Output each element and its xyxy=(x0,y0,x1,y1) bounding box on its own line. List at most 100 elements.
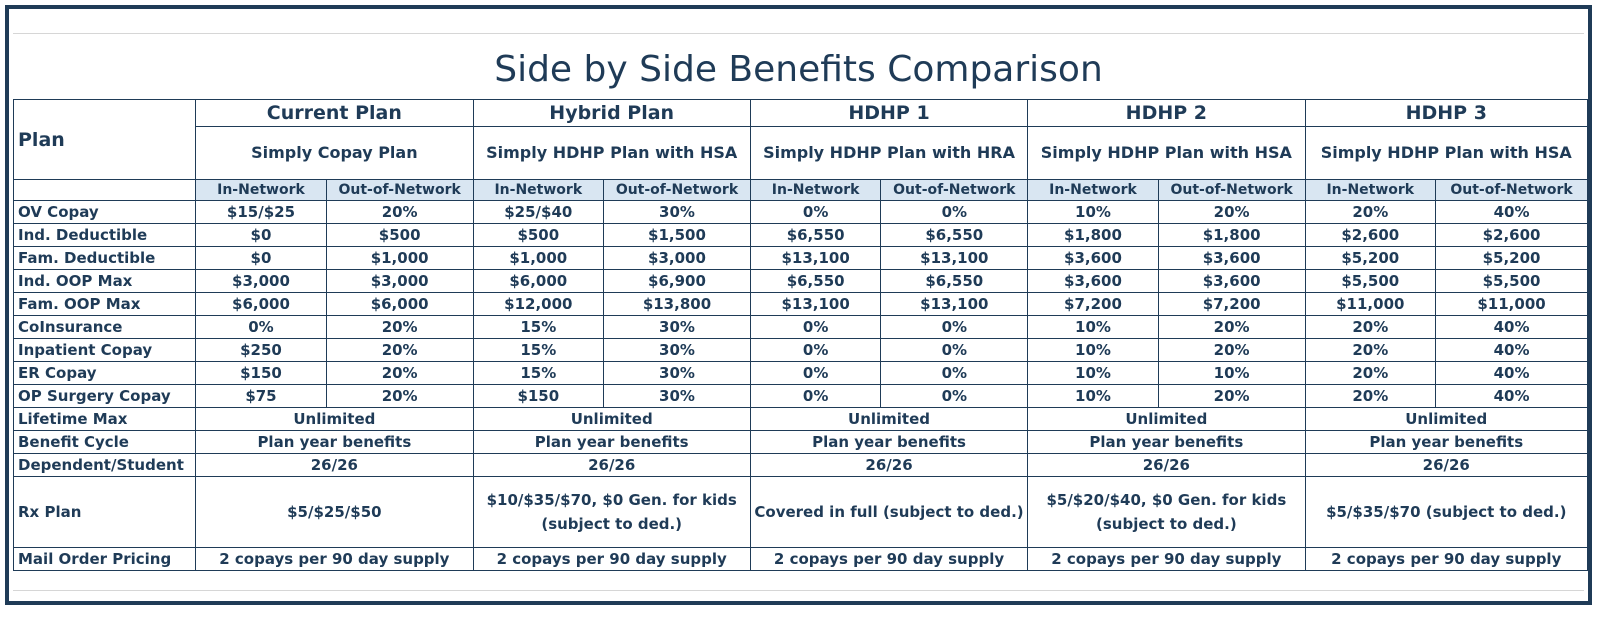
table-cell: $1,800 xyxy=(1157,223,1306,247)
table-row: Mail Order Pricing 2 copays per 90 day s… xyxy=(12,547,1589,571)
plan-sub-hybrid: Simply HDHP Plan with HSA xyxy=(472,126,751,180)
table-cell: 20% xyxy=(1304,200,1437,224)
table-cell: $13,100 xyxy=(749,246,882,270)
table-cell: $13,100 xyxy=(880,292,1029,316)
table-cell: $13,100 xyxy=(749,292,882,316)
row-label: OV Copay xyxy=(12,200,197,224)
table-cell: $3,600 xyxy=(1027,246,1159,270)
table-cell: $5,200 xyxy=(1304,246,1437,270)
network-in-header: In-Network xyxy=(749,179,882,201)
table-cell: $7,200 xyxy=(1027,292,1159,316)
table-cell: $150 xyxy=(195,361,327,385)
table-cell: 10% xyxy=(1027,361,1159,385)
row-label: Ind. Deductible xyxy=(12,223,197,247)
table-cell: 10% xyxy=(1157,361,1306,385)
table-cell: 20% xyxy=(1157,315,1306,339)
table-cell: 40% xyxy=(1435,315,1588,339)
table-cell: 0% xyxy=(749,315,882,339)
table-cell: $75 xyxy=(195,384,327,408)
network-in-header: In-Network xyxy=(472,179,605,201)
table-cell: 26/26 xyxy=(1304,453,1589,477)
table-row: Benefit Cycle Plan year benefits Plan ye… xyxy=(12,430,1589,454)
table-cell: Unlimited xyxy=(195,407,474,431)
network-in-header: In-Network xyxy=(1304,179,1437,201)
table-row: Dependent/Student 26/26 26/26 26/26 26/2… xyxy=(12,453,1589,477)
row-label: Ind. OOP Max xyxy=(12,269,197,293)
table-cell: 0% xyxy=(880,338,1029,362)
table-cell: $6,550 xyxy=(749,223,882,247)
table-cell: 10% xyxy=(1027,200,1159,224)
row-label: Mail Order Pricing xyxy=(12,547,197,571)
table-cell: 0% xyxy=(880,200,1029,224)
table-cell: 2 copays per 90 day supply xyxy=(1027,547,1306,571)
table-row: CoInsurance 0% 20% 15% 30% 0% 0% 10% 20%… xyxy=(12,315,1588,339)
table-cell: $150 xyxy=(472,384,605,408)
network-out-header: Out-of-Network xyxy=(603,179,751,201)
table-row: Ind. OOP Max $3,000 $3,000 $6,000 $6,900… xyxy=(12,269,1588,293)
table-cell: 2 copays per 90 day supply xyxy=(472,547,751,571)
table-cell: $0 xyxy=(195,246,327,270)
table-cell: 20% xyxy=(1304,361,1437,385)
table-cell: 0% xyxy=(195,315,327,339)
table-cell: $3,000 xyxy=(603,246,751,270)
table-cell: $5/$25/$50 xyxy=(195,476,474,548)
table-cell: 20% xyxy=(1304,384,1437,408)
table-row: ER Copay $150 20% 15% 30% 0% 0% 10% 10% … xyxy=(12,361,1588,385)
plan-sub-hdhp1: Simply HDHP Plan with HRA xyxy=(749,126,1029,180)
table-cell: $3,000 xyxy=(325,269,474,293)
table-cell: 20% xyxy=(325,384,474,408)
table-cell: 40% xyxy=(1435,200,1588,224)
table-cell: 2 copays per 90 day supply xyxy=(1304,547,1589,571)
row-label: Benefit Cycle xyxy=(12,430,197,454)
table-cell: 30% xyxy=(603,200,751,224)
table-cell: $5/$35/$70 (subject to ded.) xyxy=(1304,476,1589,548)
table-cell: 20% xyxy=(1157,200,1306,224)
table-cell: $15/$25 xyxy=(195,200,327,224)
table-cell: Unlimited xyxy=(1027,407,1306,431)
table-cell: 10% xyxy=(1027,338,1159,362)
table-cell: $25/$40 xyxy=(472,200,605,224)
table-cell: 20% xyxy=(325,315,474,339)
row-label: OP Surgery Copay xyxy=(12,384,197,408)
table-row: Ind. Deductible $0 $500 $500 $1,500 $6,5… xyxy=(12,223,1588,247)
table-cell: $3,600 xyxy=(1157,269,1306,293)
table-cell: 40% xyxy=(1435,361,1588,385)
network-in-header: In-Network xyxy=(1027,179,1159,201)
table-row: Fam. Deductible $0 $1,000 $1,000 $3,000 … xyxy=(12,246,1588,270)
table-cell: $5,200 xyxy=(1435,246,1588,270)
table-cell: 15% xyxy=(472,315,605,339)
table-cell: 15% xyxy=(472,361,605,385)
plan-row-label: Plan xyxy=(12,99,197,180)
table-cell: 20% xyxy=(325,338,474,362)
table-cell: $250 xyxy=(195,338,327,362)
network-out-header: Out-of-Network xyxy=(1157,179,1306,201)
network-out-header: Out-of-Network xyxy=(1435,179,1588,201)
plan-name-hdhp3: HDHP 3 xyxy=(1304,99,1589,127)
network-out-header: Out-of-Network xyxy=(325,179,474,201)
table-cell: 26/26 xyxy=(472,453,751,477)
plan-sub-hdhp2: Simply HDHP Plan with HSA xyxy=(1027,126,1306,180)
network-out-header: Out-of-Network xyxy=(880,179,1029,201)
table-cell: 0% xyxy=(880,384,1029,408)
table-cell: Unlimited xyxy=(1304,407,1589,431)
table-cell: $1,000 xyxy=(325,246,474,270)
benefits-table: Plan Current Plan Hybrid Plan HDHP 1 HDH… xyxy=(12,99,1589,571)
table-row: OP Surgery Copay $75 20% $150 30% 0% 0% … xyxy=(12,384,1588,408)
table-cell: $500 xyxy=(325,223,474,247)
table-cell: Unlimited xyxy=(472,407,751,431)
table-cell: Unlimited xyxy=(749,407,1029,431)
table-cell: 10% xyxy=(1027,315,1159,339)
table-cell: $5/$20/$40, $0 Gen. for kids (subject to… xyxy=(1027,476,1306,548)
plan-name-hdhp2: HDHP 2 xyxy=(1027,99,1306,127)
table-cell: 30% xyxy=(603,361,751,385)
table-cell: 0% xyxy=(749,384,882,408)
table-cell: $6,000 xyxy=(195,292,327,316)
table-cell: $3,600 xyxy=(1027,269,1159,293)
table-cell: $1,000 xyxy=(472,246,605,270)
table-cell: $10/$35/$70, $0 Gen. for kids (subject t… xyxy=(472,476,751,548)
table-cell: 26/26 xyxy=(749,453,1029,477)
table-cell: $13,100 xyxy=(880,246,1029,270)
row-label: Dependent/Student xyxy=(12,453,197,477)
table-cell: $2,600 xyxy=(1435,223,1588,247)
plan-sub-hdhp3: Simply HDHP Plan with HSA xyxy=(1304,126,1589,180)
